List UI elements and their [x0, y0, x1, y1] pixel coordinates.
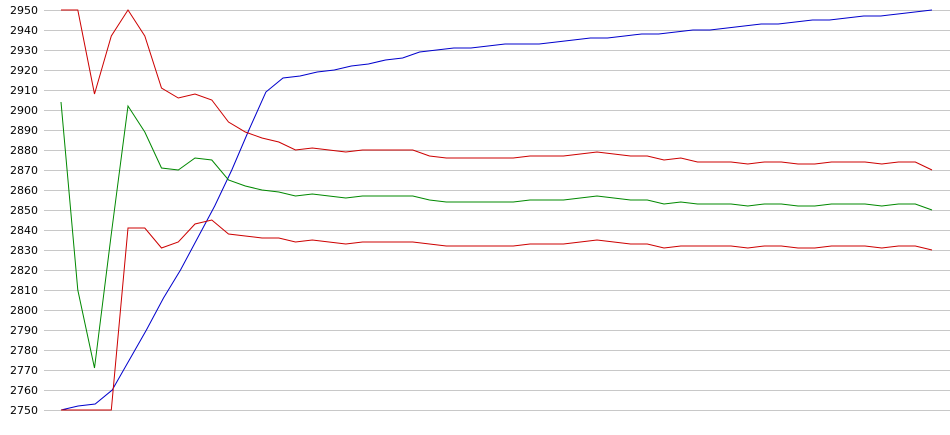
y-tick-label: 2780 [10, 344, 38, 357]
y-tick-label: 2770 [10, 364, 38, 377]
series-lines [60, 9, 933, 411]
y-tick-label: 2860 [10, 184, 38, 197]
y-tick-label: 2920 [10, 64, 38, 77]
y-tick-label: 2820 [10, 264, 38, 277]
y-tick-label: 2790 [10, 324, 38, 337]
y-tick-label: 2750 [10, 404, 38, 417]
y-tick-label: 2840 [10, 224, 38, 237]
y-tick-label: 2880 [10, 144, 38, 157]
y-tick-label: 2760 [10, 384, 38, 397]
y-tick-label: 2900 [10, 104, 38, 117]
series-line-1 [60, 9, 933, 411]
grid-lines [44, 10, 950, 411]
y-tick-label: 2910 [10, 84, 38, 97]
y-tick-label: 2940 [10, 24, 38, 37]
y-tick-label: 2800 [10, 304, 38, 317]
y-tick-label: 2950 [10, 4, 38, 17]
y-tick-label: 2810 [10, 284, 38, 297]
y-tick-label: 2870 [10, 164, 38, 177]
y-tick-label: 2850 [10, 204, 38, 217]
series-line-2 [61, 9, 933, 171]
y-tick-label: 2890 [10, 124, 38, 137]
y-tick-label: 2830 [10, 244, 38, 257]
series-line-3 [60, 101, 933, 369]
y-axis-tick-labels: 2750 2760 2770 2780 2790 2800 2810 2820 2830 2840… [10, 4, 38, 417]
series-line-4 [61, 219, 933, 411]
y-tick-label: 2930 [10, 44, 38, 57]
